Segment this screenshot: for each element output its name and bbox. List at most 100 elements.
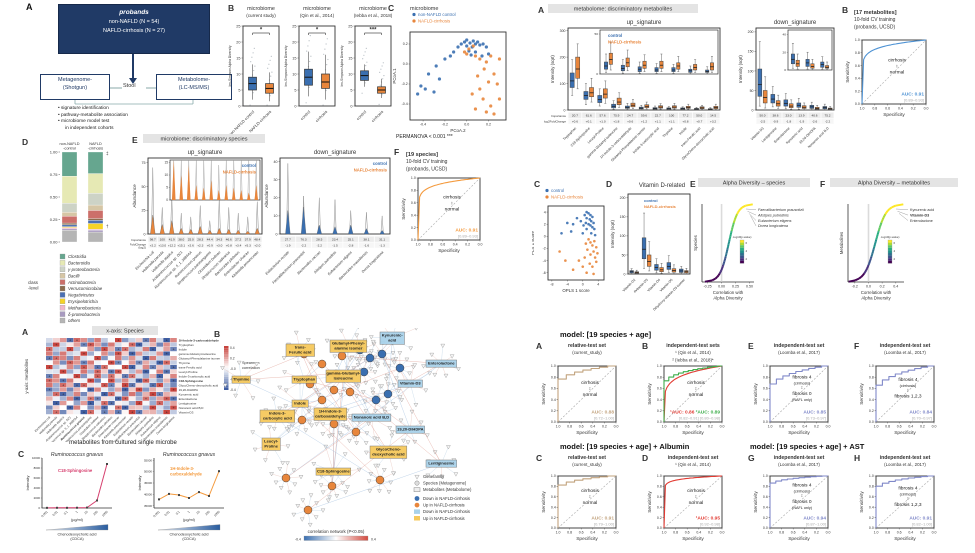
svg-text:F: F: [820, 179, 825, 189]
svg-text:microbiome: microbiome: [247, 6, 275, 12]
svg-text:Bacilli: Bacilli: [68, 273, 80, 278]
svg-text:10: 10: [348, 72, 352, 76]
model-header-species-age: model: [19 species + age]: [560, 330, 651, 339]
svg-text:+: +: [104, 411, 106, 415]
svg-text:+: +: [62, 393, 64, 397]
svg-text:+: +: [166, 370, 168, 374]
svg-text:(current_study): (current_study): [572, 462, 602, 467]
svg-text:+: +: [69, 406, 71, 410]
svg-text:0.0: 0.0: [826, 530, 831, 534]
metabolome-line1: Metabolome-: [157, 77, 231, 83]
metabolites-training-roc: B[17 metabolites]10-fold CV training(pro…: [840, 4, 972, 157]
svg-text:37.9: 37.9: [245, 238, 251, 242]
svg-text:48.4: 48.4: [254, 238, 260, 242]
svg-text:+: +: [62, 379, 64, 383]
svg-text:C18-Sphingosine: C18-Sphingosine: [58, 468, 93, 473]
svg-text:0.0: 0.0: [657, 526, 662, 530]
svg-text:Down in NAFLD-cirrhosis: Down in NAFLD-cirrhosis: [423, 496, 470, 501]
svg-text:[0.79–1.00]: [0.79–1.00]: [594, 522, 614, 527]
svg-text:Up in NAFLD-cirrhosis: Up in NAFLD-cirrhosis: [423, 516, 465, 521]
svg-text:-1.9: -1.9: [285, 243, 291, 247]
svg-text:0.4: 0.4: [696, 424, 701, 428]
svg-text:Nonanoic acid B,D: Nonanoic acid B,D: [354, 414, 389, 419]
svg-text:5: 5: [238, 88, 240, 92]
svg-text:0.0: 0.0: [826, 424, 831, 428]
svg-text:0.2: 0.2: [855, 89, 860, 93]
probands-box: probands non-NAFLD (N = 54) NAFLD-cirrho…: [58, 4, 210, 54]
svg-text:Intensity (sqrt): Intensity (sqrt): [738, 55, 743, 83]
svg-text:0.6: 0.6: [579, 530, 584, 534]
metagenome-box: Metagenome- (Shotgun): [40, 74, 110, 100]
svg-text:Lentiginosine: Lentiginosine: [428, 460, 455, 465]
svg-text:(probands, UCSD): (probands, UCSD): [406, 166, 447, 172]
svg-text:15: 15: [292, 56, 296, 60]
svg-text:log2FoldChange: log2FoldChange: [544, 119, 566, 123]
svg-text:0.2: 0.2: [486, 123, 491, 127]
svg-text:normal: normal: [890, 69, 905, 75]
svg-text:-level: -level: [28, 286, 39, 291]
svg-text:+: +: [138, 388, 140, 392]
svg-text:0.2: 0.2: [869, 516, 874, 520]
svg-text:4000: 4000: [34, 486, 41, 490]
svg-text:19,20-DiHDPA: 19,20-DiHDPA: [397, 426, 423, 431]
svg-text:+: +: [159, 402, 161, 406]
svg-text:10: 10: [236, 72, 240, 76]
svg-text:+: +: [173, 388, 175, 392]
svg-text:0.4: 0.4: [893, 285, 898, 289]
svg-text:fibrosis 4: fibrosis 4: [792, 374, 812, 380]
svg-text:Proline: Proline: [264, 443, 278, 448]
svg-text:*: *: [260, 28, 263, 34]
svg-text:+: +: [117, 370, 119, 374]
svg-text:+2.3: +2.3: [197, 243, 203, 247]
svg-text:Ruminococcus gnavus: Ruminococcus gnavus: [163, 452, 216, 458]
svg-text:1.0: 1.0: [869, 364, 874, 368]
svg-text:+: +: [131, 352, 133, 356]
svg-text:(current study): (current study): [246, 13, 276, 18]
svg-text:1.0: 1.0: [551, 474, 556, 478]
svg-text:+1.2: +1.2: [641, 119, 647, 123]
svg-text:+: +: [48, 366, 50, 370]
svg-text:+: +: [138, 411, 140, 415]
svg-text:[0.89–0.93]: [0.89–0.93]: [904, 98, 924, 103]
svg-text:Species (Metagenome): Species (Metagenome): [423, 481, 467, 486]
svg-text:E: E: [748, 341, 754, 351]
svg-text:C: C: [534, 179, 540, 189]
svg-text:+: +: [83, 411, 85, 415]
svg-text:Abundance: Abundance: [132, 184, 137, 208]
svg-text:Chenodeoxycholic acid: Chenodeoxycholic acid: [169, 533, 208, 537]
svg-text:0.2: 0.2: [602, 424, 607, 428]
study-bullet: in independent cohorts: [58, 126, 128, 133]
svg-text:1H-Indole-3-: 1H-Indole-3-: [170, 466, 195, 471]
svg-text:+3.4: +3.4: [235, 243, 241, 247]
svg-text:-0.2: -0.2: [442, 123, 448, 127]
svg-text:Intensity: Intensity: [137, 476, 142, 491]
svg-text:0: 0: [276, 232, 278, 236]
svg-text:fibrosis 0: fibrosis 0: [792, 391, 812, 397]
svg-text:+: +: [90, 397, 92, 401]
svg-text:0.00: 0.00: [718, 285, 725, 289]
svg-text:+: +: [117, 339, 119, 343]
svg-text:0.4: 0.4: [869, 505, 874, 509]
svg-text:Sensitivity: Sensitivity: [541, 491, 547, 513]
svg-text:+: +: [111, 384, 113, 388]
svg-text:+: +: [166, 339, 168, 343]
svg-text:6: 6: [894, 241, 896, 245]
svg-text:100: 100: [204, 510, 211, 517]
svg-text:+: +: [152, 348, 154, 352]
svg-text:-8: -8: [550, 283, 553, 287]
svg-text:-log10(p-value): -log10(p-value): [733, 235, 752, 239]
svg-text:0.2: 0.2: [657, 409, 662, 413]
svg-text:25: 25: [236, 24, 240, 28]
svg-text:0.2: 0.2: [411, 226, 416, 230]
svg-text:+: +: [104, 406, 106, 410]
svg-text:Thymine: Thymine: [233, 376, 250, 381]
svg-text:20.7: 20.7: [572, 114, 578, 118]
svg-text:0.0: 0.0: [614, 530, 619, 534]
svg-text:↕: ↕: [896, 64, 898, 69]
svg-text:0.50: 0.50: [746, 285, 753, 289]
svg-text:0.4: 0.4: [908, 530, 913, 534]
svg-text:0.8: 0.8: [551, 485, 556, 489]
